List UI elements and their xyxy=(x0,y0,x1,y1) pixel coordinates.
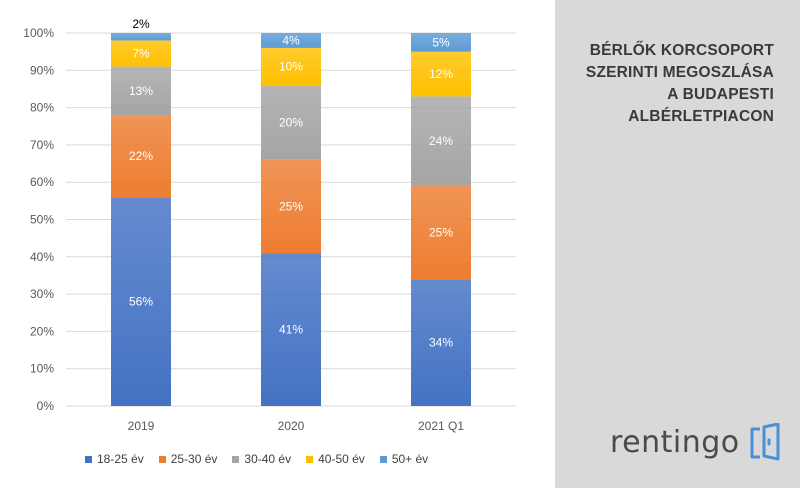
legend-swatch xyxy=(85,455,92,463)
data-label: 2% xyxy=(132,17,150,31)
title-line: BÉRLŐK KORCSOPORT xyxy=(589,42,774,59)
bar-segment xyxy=(261,85,321,160)
bar-segment xyxy=(111,197,171,406)
bar-segment xyxy=(411,185,471,280)
y-tick-label: 30% xyxy=(30,287,54,301)
legend-label: 25-30 év xyxy=(170,452,218,466)
data-label: 5% xyxy=(432,35,450,49)
legend-label: 40-50 év xyxy=(318,452,365,466)
bar-segment xyxy=(111,115,171,198)
bar-segment xyxy=(111,40,171,67)
data-label: 25% xyxy=(429,226,453,240)
data-label: 41% xyxy=(279,323,303,337)
legend-swatch xyxy=(232,455,240,463)
brand-logo: rentingo xyxy=(610,420,782,464)
legend-label: 50+ év xyxy=(391,452,429,466)
chart-title: BÉRLŐK KORCSOPORT SZERINTI MEGOSZLÁSA A … xyxy=(564,40,774,128)
bar-segment xyxy=(111,66,171,116)
legend-item: 50+ év xyxy=(379,452,429,466)
chart: 0% 10% 20% 30% 40% 50% 60% 70% 80% 90% 100% 56% 22% 1… xyxy=(23,17,516,468)
bar-segment xyxy=(411,51,471,97)
data-label: 4% xyxy=(282,33,300,47)
x-tick-label: 2021 Q1 xyxy=(418,419,464,433)
y-tick-label: 90% xyxy=(30,63,54,77)
data-label: 12% xyxy=(429,67,453,81)
data-label: 20% xyxy=(279,116,303,130)
bar-segment xyxy=(411,33,471,52)
data-label: 24% xyxy=(429,134,453,148)
y-tick-label: 60% xyxy=(30,175,54,189)
y-tick-label: 40% xyxy=(30,250,54,264)
bar-segment xyxy=(261,47,321,86)
legend-label: 18-25 év xyxy=(97,452,144,466)
legend-item: 25-30 év xyxy=(158,452,218,466)
bar-segment xyxy=(261,253,321,406)
y-tick-label: 100% xyxy=(23,26,54,40)
y-tick-label: 50% xyxy=(30,213,54,227)
data-label: 22% xyxy=(129,149,153,163)
chart-legend: 18-25 év 25-30 év 30-40 év 40-50 év 50+ év xyxy=(85,450,443,468)
y-tick-label: 0% xyxy=(37,399,55,413)
y-tick-label: 20% xyxy=(30,324,54,338)
data-label: 25% xyxy=(279,199,303,213)
bar-segment xyxy=(411,96,471,186)
x-tick-label: 2019 xyxy=(128,419,155,433)
door-icon xyxy=(750,423,780,461)
y-tick-label: 70% xyxy=(30,138,54,152)
bar-segment xyxy=(111,33,171,41)
stacked-bar-chart: 0% 10% 20% 30% 40% 50% 60% 70% 80% 90% 100% 56% 22% 1… xyxy=(23,17,516,433)
legend-label: 30-40 év xyxy=(244,452,292,466)
bar-segment xyxy=(261,33,321,48)
side-panel: BÉRLŐK KORCSOPORT SZERINTI MEGOSZLÁSA A … xyxy=(555,0,800,488)
title-line: A BUDAPESTI xyxy=(667,86,774,103)
brand-name: rentingo xyxy=(610,424,740,460)
y-tick-label: 80% xyxy=(30,101,54,115)
title-line: ALBÉRLETPIACON xyxy=(628,108,774,125)
legend-swatch xyxy=(379,455,387,463)
data-label: 34% xyxy=(429,336,453,350)
bar-segment xyxy=(411,279,471,406)
legend-item: 40-50 év xyxy=(306,452,365,466)
data-label: 13% xyxy=(129,84,153,98)
data-label: 56% xyxy=(129,295,153,309)
title-line: SZERINTI MEGOSZLÁSA xyxy=(585,64,774,81)
legend-swatch xyxy=(306,455,314,463)
x-tick-label: 2020 xyxy=(278,419,305,433)
legend-swatch xyxy=(158,455,166,463)
data-label: 7% xyxy=(132,47,150,61)
data-label: 10% xyxy=(279,60,303,74)
legend-item: 18-25 év xyxy=(85,452,144,466)
legend-item: 30-40 év xyxy=(232,452,291,466)
bar-segment xyxy=(261,159,321,254)
y-tick-label: 10% xyxy=(30,362,54,376)
